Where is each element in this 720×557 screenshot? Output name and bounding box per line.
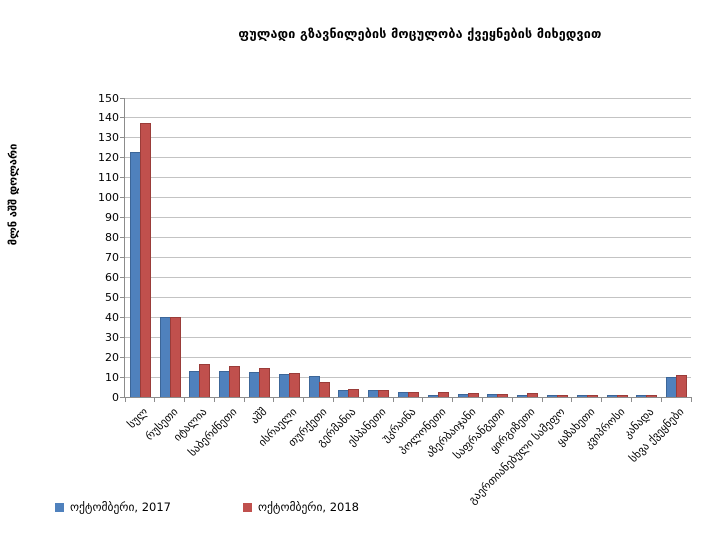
x-axis-tick: [243, 397, 245, 402]
bar-2018: [199, 363, 211, 397]
x-axis-tick: [333, 397, 335, 402]
x-axis-tick: [303, 397, 305, 402]
gridline: [125, 137, 691, 139]
x-axis-tick: [690, 397, 692, 402]
x-axis-tick: [660, 397, 662, 402]
x-axis-tick: [422, 397, 424, 402]
gridline: [125, 256, 691, 258]
y-tick-label: 20: [105, 350, 119, 364]
gridline: [125, 217, 691, 219]
bar-2018: [586, 394, 598, 397]
gridline: [125, 157, 691, 159]
x-axis-tick: [124, 397, 126, 402]
y-axis-tick: [120, 157, 125, 159]
y-tick-label: 70: [105, 250, 119, 264]
bar-2018: [676, 375, 688, 397]
legend-swatch-2018: [242, 502, 252, 512]
y-axis-tick: [120, 396, 125, 398]
gridline: [125, 276, 691, 278]
x-axis-tick: [452, 397, 454, 402]
bar-2018: [318, 382, 330, 397]
y-axis-tick: [120, 97, 125, 99]
bar-2018: [527, 393, 539, 397]
bar-2018: [646, 395, 658, 397]
y-axis-tick: [120, 316, 125, 318]
y-axis-tick: [120, 137, 125, 139]
y-axis-tick: [120, 276, 125, 278]
y-axis-tick: [120, 117, 125, 119]
y-axis-tick: [120, 356, 125, 358]
x-axis-tick: [511, 397, 513, 402]
plot-area: 0 10 20 30 40 50 60 70 80 90 100 110 120 130 140 150 სულ…: [98, 93, 692, 507]
y-tick-label: 130: [98, 131, 119, 145]
x-axis-tick: [273, 397, 275, 402]
y-axis-title: მლნ აშშ დოლარი: [6, 143, 20, 246]
x-axis-tick: [362, 397, 364, 402]
chart-title: ფულადი გზავნილების მოცულობა ქვეყნების მი…: [238, 26, 602, 41]
y-tick-label: 90: [105, 211, 119, 225]
y-tick-label: 140: [98, 111, 119, 125]
gridline: [125, 117, 691, 119]
bar-2018: [437, 392, 449, 397]
y-axis-tick: [120, 336, 125, 338]
x-axis-tick: [154, 397, 156, 402]
gridline: [125, 197, 691, 199]
y-tick-label: 100: [98, 191, 119, 205]
y-tick-label: 80: [105, 231, 119, 245]
y-tick-label: 10: [105, 370, 119, 384]
y-tick-label: 60: [105, 270, 119, 284]
y-tick-label: 30: [105, 330, 119, 344]
gridline: [125, 237, 691, 239]
x-axis-tick: [601, 397, 603, 402]
bar-2018: [139, 122, 151, 397]
y-axis-tick: [120, 256, 125, 258]
bar-2018: [408, 391, 419, 397]
bar-2018: [497, 393, 509, 397]
y-axis-tick: [120, 376, 125, 378]
bar-2018: [378, 389, 390, 397]
x-axis-tick: [392, 397, 394, 402]
y-tick-label: 50: [105, 290, 119, 304]
gridline: [125, 316, 691, 318]
gridline: [125, 336, 691, 338]
gridline: [125, 97, 691, 99]
bar-2018: [288, 373, 300, 397]
x-axis-tick: [481, 397, 483, 402]
y-axis-tick: [120, 177, 125, 179]
legend-label-2018: ოქტომბერი, 2018: [257, 500, 359, 514]
x-axis-tick: [630, 397, 632, 402]
bar-2018: [229, 365, 241, 397]
x-axis-tick: [213, 397, 215, 402]
x-axis-tick: [184, 397, 186, 402]
bar-2018: [467, 393, 479, 397]
bar-2018: [348, 389, 360, 397]
legend-label-2017: ოქტომბერი, 2017: [70, 500, 171, 514]
y-axis-tick: [120, 197, 125, 199]
y-tick-label: 150: [98, 91, 119, 105]
bar-2018: [616, 394, 628, 397]
legend-item-2017: ოქტომბერი, 2017: [55, 500, 171, 514]
gridline: [125, 177, 691, 179]
y-tick-label: 40: [105, 310, 119, 324]
x-axis-tick: [541, 397, 543, 402]
legend: ოქტომბერი, 2017 ოქტომბერი, 2018: [55, 500, 359, 514]
legend-swatch-2017: [55, 502, 64, 512]
legend-item-2018: ოქტომბერი, 2018: [242, 500, 359, 514]
y-axis-tick: [120, 296, 125, 298]
y-tick-label: 110: [98, 171, 119, 185]
y-axis-tick: [120, 237, 125, 239]
gridline: [125, 376, 691, 378]
bar-2018: [259, 368, 271, 397]
gridline: [125, 356, 691, 358]
y-tick-label: 120: [98, 151, 119, 165]
bar-2018: [556, 394, 568, 397]
x-axis-tick: [571, 397, 573, 402]
gridline: [125, 296, 691, 298]
y-axis-tick: [120, 217, 125, 219]
bar-2018: [169, 316, 181, 397]
y-tick-label: 0: [112, 390, 119, 404]
